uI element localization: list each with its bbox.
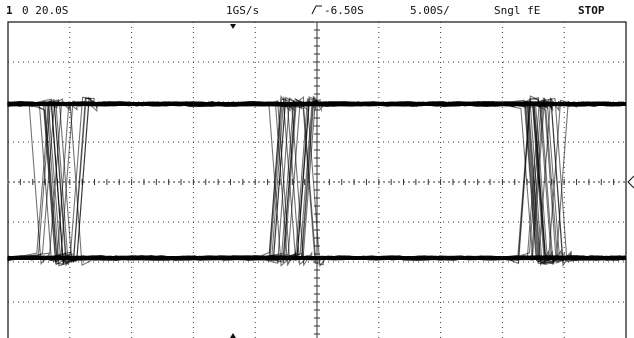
sample-rate: 1GS/s <box>226 4 259 17</box>
trigger-icon <box>312 6 322 14</box>
trigger-level: -6.50S <box>324 4 364 17</box>
volts-per-div: 5.00S/ <box>410 4 450 17</box>
scope-screen: 1 0 20.0S 1GS/s -6.50S 5.00S/ Sngl fE ST… <box>0 0 634 338</box>
channel: 1 <box>6 4 13 17</box>
trigger-position-marker <box>230 333 236 338</box>
trigger-mode: Sngl fE <box>494 4 540 17</box>
run-state: STOP <box>578 4 605 17</box>
ground-marker <box>628 176 634 188</box>
trigger-position-marker <box>230 24 236 29</box>
timebase: 0 20.0S <box>22 4 68 17</box>
status-bar: 1 0 20.0S 1GS/s -6.50S 5.00S/ Sngl fE ST… <box>6 4 605 17</box>
